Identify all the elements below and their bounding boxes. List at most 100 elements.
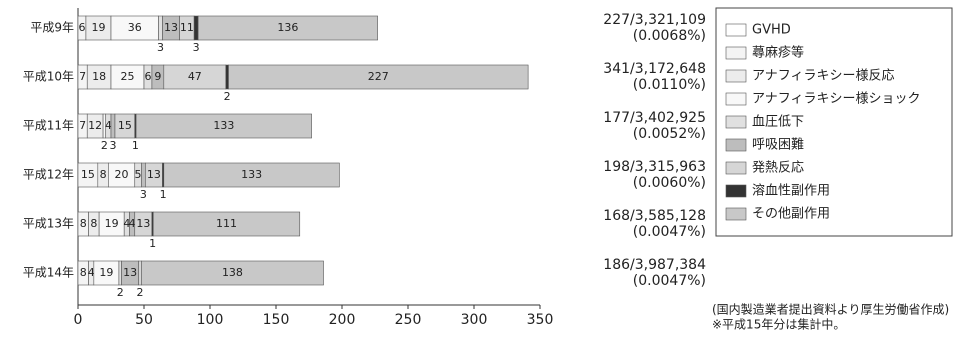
y-tick-label: 平成12年 <box>23 168 74 182</box>
value-label: 8 <box>90 217 97 230</box>
y-tick-label: 平成13年 <box>23 217 74 231</box>
value-label: 8 <box>100 168 107 181</box>
value-label: 18 <box>92 70 106 83</box>
bar-segment <box>193 15 199 41</box>
total-label: 177/3,402,925 <box>603 110 706 126</box>
bar-segment <box>110 64 145 90</box>
legend-swatch <box>725 46 747 60</box>
x-tick-label: 100 <box>197 312 224 328</box>
legend-swatch <box>725 92 747 106</box>
bar-segment <box>158 15 163 41</box>
value-label: 13 <box>123 266 137 279</box>
rate-label: (0.0068%) <box>633 28 706 44</box>
value-label: 19 <box>99 266 113 279</box>
bar-segment <box>98 211 125 237</box>
bar-segment <box>108 162 136 188</box>
value-label: 6 <box>78 21 85 34</box>
x-tick-label: 50 <box>135 312 153 328</box>
legend-label: 発熱反応 <box>752 161 804 176</box>
value-label: 3 <box>109 139 116 152</box>
bar-segment <box>225 64 229 90</box>
total-label: 227/3,321,109 <box>603 12 706 28</box>
x-tick-label: 300 <box>461 312 488 328</box>
value-label: 4 <box>123 217 130 230</box>
bar-segment <box>197 15 378 41</box>
bar-segment <box>138 260 142 286</box>
legend-label: 蕁麻疹等 <box>752 45 804 61</box>
rate-label: (0.0047%) <box>633 224 706 240</box>
value-label: 1 <box>132 139 139 152</box>
legend-swatch <box>725 115 747 129</box>
bar-segment <box>110 15 159 41</box>
rate-label: (0.0047%) <box>633 273 706 289</box>
y-tick-label: 平成11年 <box>23 119 74 133</box>
x-tick-label: 250 <box>395 312 422 328</box>
rate-label: (0.0060%) <box>633 175 706 191</box>
bar-segment <box>228 64 529 90</box>
legend-label: 血圧低下 <box>752 115 804 130</box>
value-label: 133 <box>241 168 262 181</box>
y-tick-label: 平成9年 <box>30 21 74 35</box>
bar-segment <box>118 260 122 286</box>
value-label: 36 <box>128 21 142 34</box>
bar-segment <box>110 113 116 139</box>
value-label: 7 <box>79 119 86 132</box>
note: ※平成15年分は集計中。 <box>712 317 845 332</box>
value-label: 9 <box>154 70 161 83</box>
value-label: 111 <box>216 217 237 230</box>
legend-box <box>715 7 953 237</box>
value-label: 8 <box>80 266 87 279</box>
value-label: 138 <box>222 266 243 279</box>
bar-segment <box>152 211 301 237</box>
total-label: 168/3,585,128 <box>603 208 706 224</box>
value-label: 7 <box>79 70 86 83</box>
value-label: 15 <box>118 119 132 132</box>
value-label: 3 <box>140 188 147 201</box>
y-tick-label: 平成10年 <box>23 70 74 84</box>
value-label: 2 <box>224 90 231 103</box>
legend-label: アナフィラキシー様反応 <box>752 69 894 84</box>
bar-segment <box>135 113 312 139</box>
legend-label: 溶血性副作用 <box>752 184 830 199</box>
value-label: 4 <box>129 217 136 230</box>
rate-label: (0.0052%) <box>633 126 706 142</box>
bar-segment <box>93 260 120 286</box>
bar-segment <box>141 162 146 188</box>
value-label: 4 <box>105 119 112 132</box>
value-label: 47 <box>188 70 202 83</box>
value-label: 136 <box>277 21 298 34</box>
value-label: 2 <box>117 286 124 299</box>
value-label: 15 <box>81 168 95 181</box>
legend-label: その他副作用 <box>752 207 830 222</box>
value-label: 133 <box>213 119 234 132</box>
legend-label: アナフィラキシー様ショック <box>752 92 920 107</box>
value-label: 25 <box>121 70 135 83</box>
rate-label: (0.0110%) <box>633 77 706 93</box>
value-label: 19 <box>105 217 119 230</box>
legend-label: GVHD <box>752 23 791 38</box>
legend-swatch <box>725 69 747 83</box>
legend-label: 呼吸困難 <box>752 138 804 153</box>
x-tick-label: 200 <box>329 312 356 328</box>
value-label: 19 <box>91 21 105 34</box>
value-label: 12 <box>88 119 102 132</box>
note: (国内製造業者提出資料より厚生労働省作成) <box>712 302 949 317</box>
legend-swatch <box>725 23 747 37</box>
legend-swatch <box>725 161 747 175</box>
y-tick-label: 平成14年 <box>23 266 74 280</box>
x-tick-label: 150 <box>263 312 290 328</box>
value-label: 3 <box>157 41 164 54</box>
value-label: 13 <box>136 217 150 230</box>
legend-swatch <box>725 207 747 221</box>
total-label: 198/3,315,963 <box>603 159 706 175</box>
value-label: 6 <box>144 70 151 83</box>
legend-swatch <box>725 184 747 198</box>
value-label: 11 <box>180 21 194 34</box>
value-label: 2 <box>101 139 108 152</box>
value-label: 3 <box>193 41 200 54</box>
value-label: 1 <box>149 237 156 250</box>
value-label: 2 <box>137 286 144 299</box>
value-label: 13 <box>147 168 161 181</box>
value-label: 1 <box>160 188 167 201</box>
